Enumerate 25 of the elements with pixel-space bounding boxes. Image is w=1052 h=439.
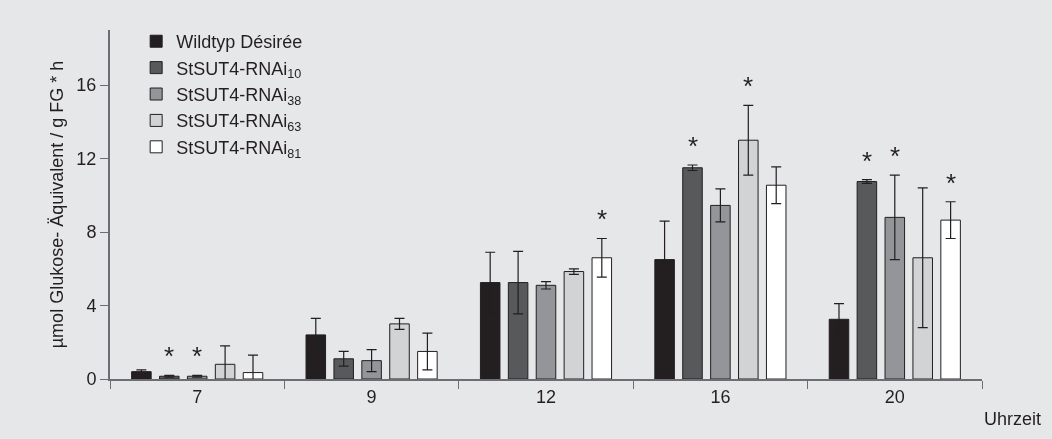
y-tick-label: 0	[86, 369, 97, 390]
data-label: *	[890, 141, 901, 171]
y-tick-label: 8	[86, 222, 97, 243]
y-tick-label: 12	[76, 148, 97, 169]
data-label: *	[192, 341, 203, 371]
data-label: *	[743, 71, 754, 101]
y-tick-label: 4	[86, 295, 97, 316]
y-axis-title: µmol Glukose- Äquivalent / g FG * h	[47, 60, 67, 349]
data-label: *	[688, 131, 699, 161]
data-label: *	[862, 146, 873, 176]
data-label: *	[597, 204, 608, 234]
data-label: *	[946, 168, 957, 198]
legend-label: Wildtyp Désirée	[176, 32, 303, 53]
x-axis-title: Uhrzeit	[984, 409, 1042, 429]
legend-label: StSUT4-RNAi$_{10}$	[176, 58, 302, 82]
legend-label: StSUT4-RNAi$_{38}$	[176, 85, 302, 108]
data-label: *	[164, 341, 175, 371]
x-tick-label: 9	[366, 386, 377, 407]
y-tick-label: 16	[76, 75, 97, 96]
legend-label: StSUT4-RNAi$_{63}$	[176, 111, 302, 135]
x-tick-label: 7	[192, 386, 203, 407]
x-tick-label: 12	[535, 386, 557, 407]
x-tick-label: 16	[710, 386, 731, 407]
legend-label: StSUT4-RNAi$_{81}$	[176, 137, 302, 161]
x-tick-label: 20	[884, 386, 905, 407]
